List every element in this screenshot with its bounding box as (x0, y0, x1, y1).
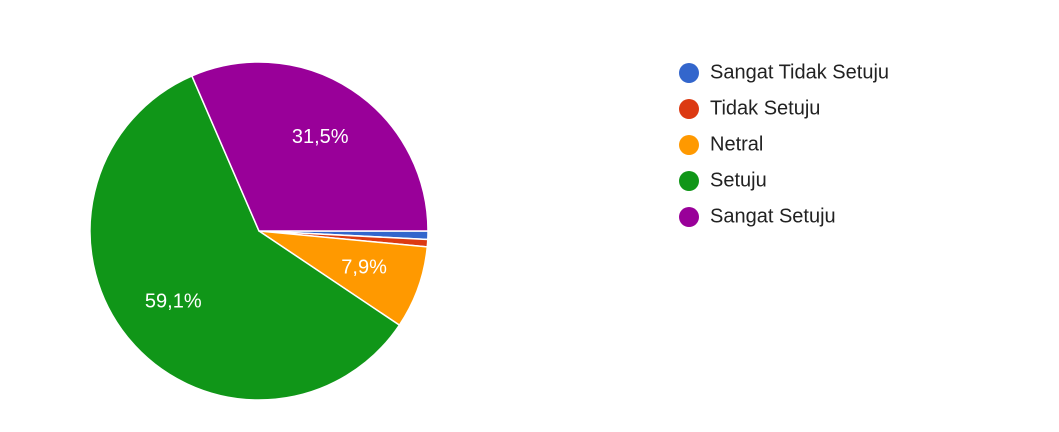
slice-label: 59,1% (145, 291, 202, 313)
legend-marker (679, 207, 699, 227)
legend-marker (679, 99, 699, 119)
legend-marker (679, 171, 699, 191)
slice-label: 7,9% (341, 257, 387, 279)
pie-slice (190, 61, 429, 232)
legend-label: Sangat Setuju (710, 205, 836, 227)
legend-label: Tidak Setuju (710, 97, 820, 119)
slice-label: 31,5% (292, 126, 349, 148)
legend-label: Setuju (710, 169, 767, 191)
pie-slice (89, 74, 401, 401)
legend-marker (679, 63, 699, 83)
legend-marker (679, 135, 699, 155)
legend-label: Netral (710, 133, 763, 155)
legend-label: Sangat Tidak Setuju (710, 61, 889, 83)
